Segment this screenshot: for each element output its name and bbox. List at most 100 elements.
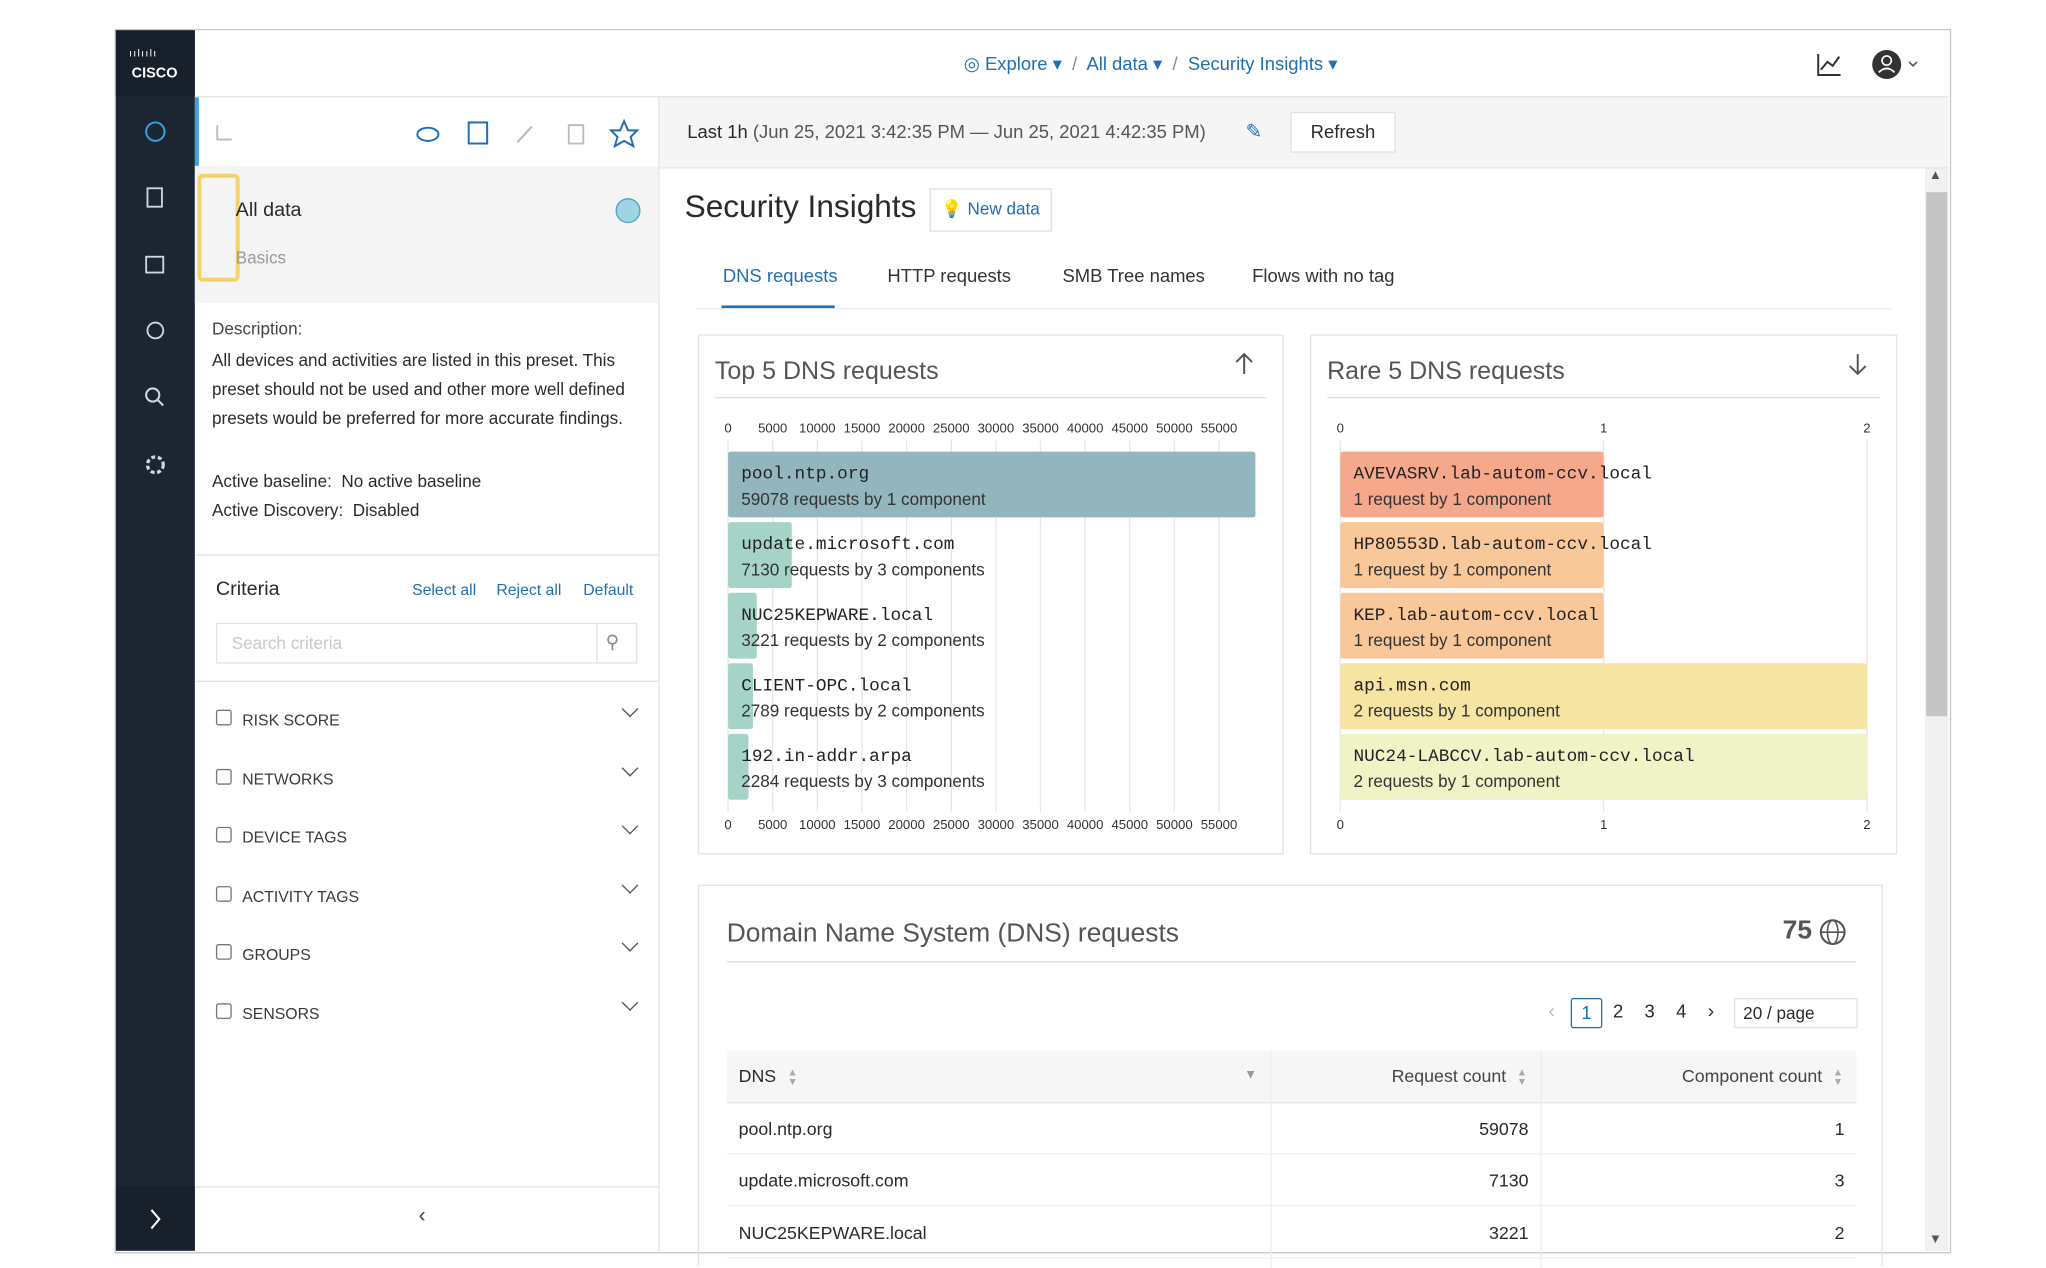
criteria-item[interactable]: SENSORS xyxy=(242,1003,320,1023)
sidebar xyxy=(195,97,660,1251)
app-frame xyxy=(114,28,1952,1254)
criteria-search[interactable] xyxy=(215,622,638,664)
logo: CISCO xyxy=(131,65,178,82)
x-tick-label: 25000 xyxy=(933,817,970,832)
back-icon[interactable] xyxy=(216,125,232,141)
criteria-item[interactable]: NETWORKS xyxy=(242,769,334,788)
bar-label: 3221 requests by 2 components xyxy=(741,631,984,650)
explore-icon[interactable] xyxy=(145,121,166,142)
x-tick-label: 0 xyxy=(1337,421,1344,436)
refresh-button[interactable]: Refresh xyxy=(1290,111,1396,153)
x-tick-label: 55000 xyxy=(1201,421,1238,436)
nav-icons xyxy=(115,121,195,1251)
expand-nav[interactable] xyxy=(150,1209,161,1230)
tab[interactable]: HTTP requests xyxy=(887,264,1012,286)
criteria-item[interactable]: GROUPS xyxy=(242,945,311,964)
calendar-icon[interactable] xyxy=(145,255,165,274)
scroll-down[interactable]: ▼ xyxy=(1928,1232,1942,1247)
favorite-icon[interactable] xyxy=(608,118,640,149)
edit-time[interactable]: ✎ xyxy=(1245,121,1263,144)
select-all[interactable]: Select all xyxy=(412,580,477,600)
bar-name: update.microsoft.com xyxy=(741,535,954,555)
bar-label: 1 request by 1 component xyxy=(1353,490,1551,509)
page-number[interactable]: 4 xyxy=(1676,1000,1687,1022)
criteria-icon xyxy=(215,768,232,785)
left-nav xyxy=(115,30,195,1251)
page-number[interactable]: 1 xyxy=(1570,997,1603,1029)
sort-up xyxy=(1235,352,1253,374)
label: Active Discovery: xyxy=(211,500,344,521)
target-icon[interactable] xyxy=(146,321,165,340)
filter-icon[interactable]: ▼ xyxy=(1244,1067,1258,1083)
table-cell: 1 xyxy=(1834,1119,1845,1139)
breadcrumb[interactable]: Security Insights xyxy=(1187,52,1324,74)
x-tick-label: 2 xyxy=(1863,421,1870,436)
x-tick-label: 30000 xyxy=(978,817,1015,832)
criteria-icon xyxy=(215,944,232,960)
bar-label: 2789 requests by 2 components xyxy=(741,702,984,721)
reports-icon[interactable] xyxy=(146,187,163,208)
x-tick-label: 45000 xyxy=(1111,421,1148,436)
label: New data xyxy=(967,198,1040,219)
view-icon[interactable] xyxy=(416,126,440,142)
column-header[interactable]: Component count xyxy=(1681,1066,1823,1087)
prev-page[interactable]: ‹ xyxy=(1548,1000,1555,1023)
default[interactable]: Default xyxy=(583,580,634,600)
bar xyxy=(1340,522,1604,588)
active-indicator xyxy=(194,97,199,166)
scroll-thumb[interactable] xyxy=(1926,192,1948,717)
x-tick-label: 5000 xyxy=(758,817,787,832)
x-tick-label: 1 xyxy=(1600,421,1607,436)
bar-name: api.msn.com xyxy=(1353,676,1470,696)
baseline: Active baseline: No active baseline xyxy=(212,471,481,491)
bar xyxy=(728,522,792,588)
page-title: Security Insights xyxy=(684,189,917,226)
bar-name: 192.in-addr.arpa xyxy=(741,747,912,767)
save-icon[interactable] xyxy=(467,121,489,145)
reject-all[interactable]: Reject all xyxy=(496,580,562,600)
top-card xyxy=(697,334,1284,855)
edit-icon[interactable] xyxy=(516,125,533,143)
page-size[interactable]: 20 / page xyxy=(1733,997,1858,1029)
x-tick-label: 35000 xyxy=(1022,421,1059,436)
scroll-up[interactable]: ▲ xyxy=(1928,168,1942,184)
next-page[interactable]: › xyxy=(1707,1000,1715,1023)
x-tick-label: 50000 xyxy=(1156,421,1193,436)
logo-box xyxy=(115,30,195,97)
collapse-sidebar[interactable]: ‹ xyxy=(418,1204,426,1228)
tab[interactable]: DNS requests xyxy=(722,264,838,286)
explore-icon: ◎ xyxy=(963,52,985,74)
search-icon[interactable] xyxy=(145,387,161,403)
row-border xyxy=(726,1205,1857,1207)
column-header[interactable]: DNS xyxy=(738,1066,777,1087)
divider xyxy=(194,554,659,556)
bar-label: 7130 requests by 3 components xyxy=(741,560,984,579)
new-data-button[interactable]: 💡 New data xyxy=(929,188,1052,232)
tab[interactable]: SMB Tree names xyxy=(1062,264,1205,286)
range: Last 1h xyxy=(687,121,748,143)
sort-icon[interactable]: ▲ ▼ xyxy=(1516,1066,1528,1088)
settings-icon[interactable] xyxy=(145,455,165,475)
criteria-icon xyxy=(215,709,232,726)
tab[interactable]: Flows with no tag xyxy=(1252,264,1395,286)
delete-icon[interactable] xyxy=(567,124,585,145)
breadcrumb[interactable]: Explore xyxy=(984,52,1048,74)
x-tick-label: 50000 xyxy=(1156,817,1193,832)
chart-icon[interactable] xyxy=(1817,53,1841,77)
page-number[interactable]: 2 xyxy=(1612,1000,1624,1022)
criteria-item[interactable]: ACTIVITY TAGS xyxy=(242,886,360,906)
column-header[interactable]: Request count xyxy=(1391,1066,1507,1087)
breadcrumb[interactable]: All data xyxy=(1086,52,1148,74)
page-number[interactable]: 3 xyxy=(1644,1000,1655,1022)
criteria-item[interactable]: RISK SCORE xyxy=(242,710,340,730)
sort-icon[interactable]: ▲ ▼ xyxy=(787,1066,798,1088)
search-icon[interactable]: ⚲ xyxy=(605,630,620,652)
criteria-title: Criteria xyxy=(215,577,280,601)
criteria-item[interactable]: DEVICE TAGS xyxy=(242,828,348,847)
bar-name: pool.ntp.org xyxy=(741,465,869,485)
row-border xyxy=(726,1153,1857,1155)
criteria-icon xyxy=(215,826,232,843)
divider xyxy=(194,680,659,682)
sort-icon[interactable]: ▲ ▼ xyxy=(1832,1066,1844,1088)
